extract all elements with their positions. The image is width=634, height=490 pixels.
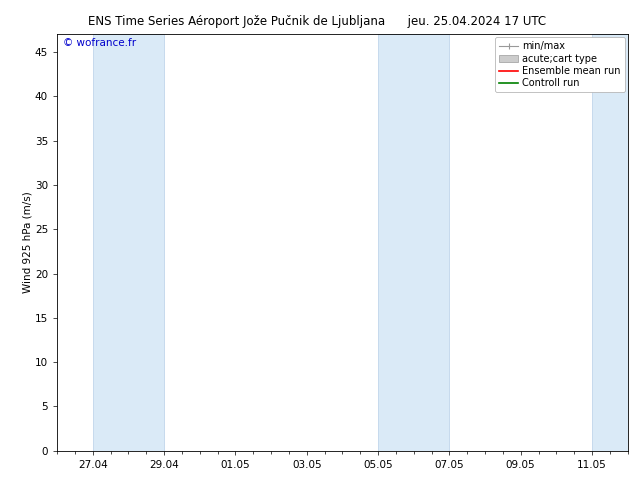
Legend: min/max, acute;cart type, Ensemble mean run, Controll run: min/max, acute;cart type, Ensemble mean … (495, 37, 624, 92)
Bar (93, 34, 164, 451)
Bar (592, 34, 628, 451)
Y-axis label: Wind 925 hPa (m/s): Wind 925 hPa (m/s) (22, 192, 32, 294)
Text: ENS Time Series Aéroport Jože Pučnik de Ljubljana      jeu. 25.04.2024 17 UTC: ENS Time Series Aéroport Jože Pučnik de … (88, 15, 546, 28)
Text: © wofrance.fr: © wofrance.fr (63, 38, 136, 49)
Bar (378, 34, 450, 451)
